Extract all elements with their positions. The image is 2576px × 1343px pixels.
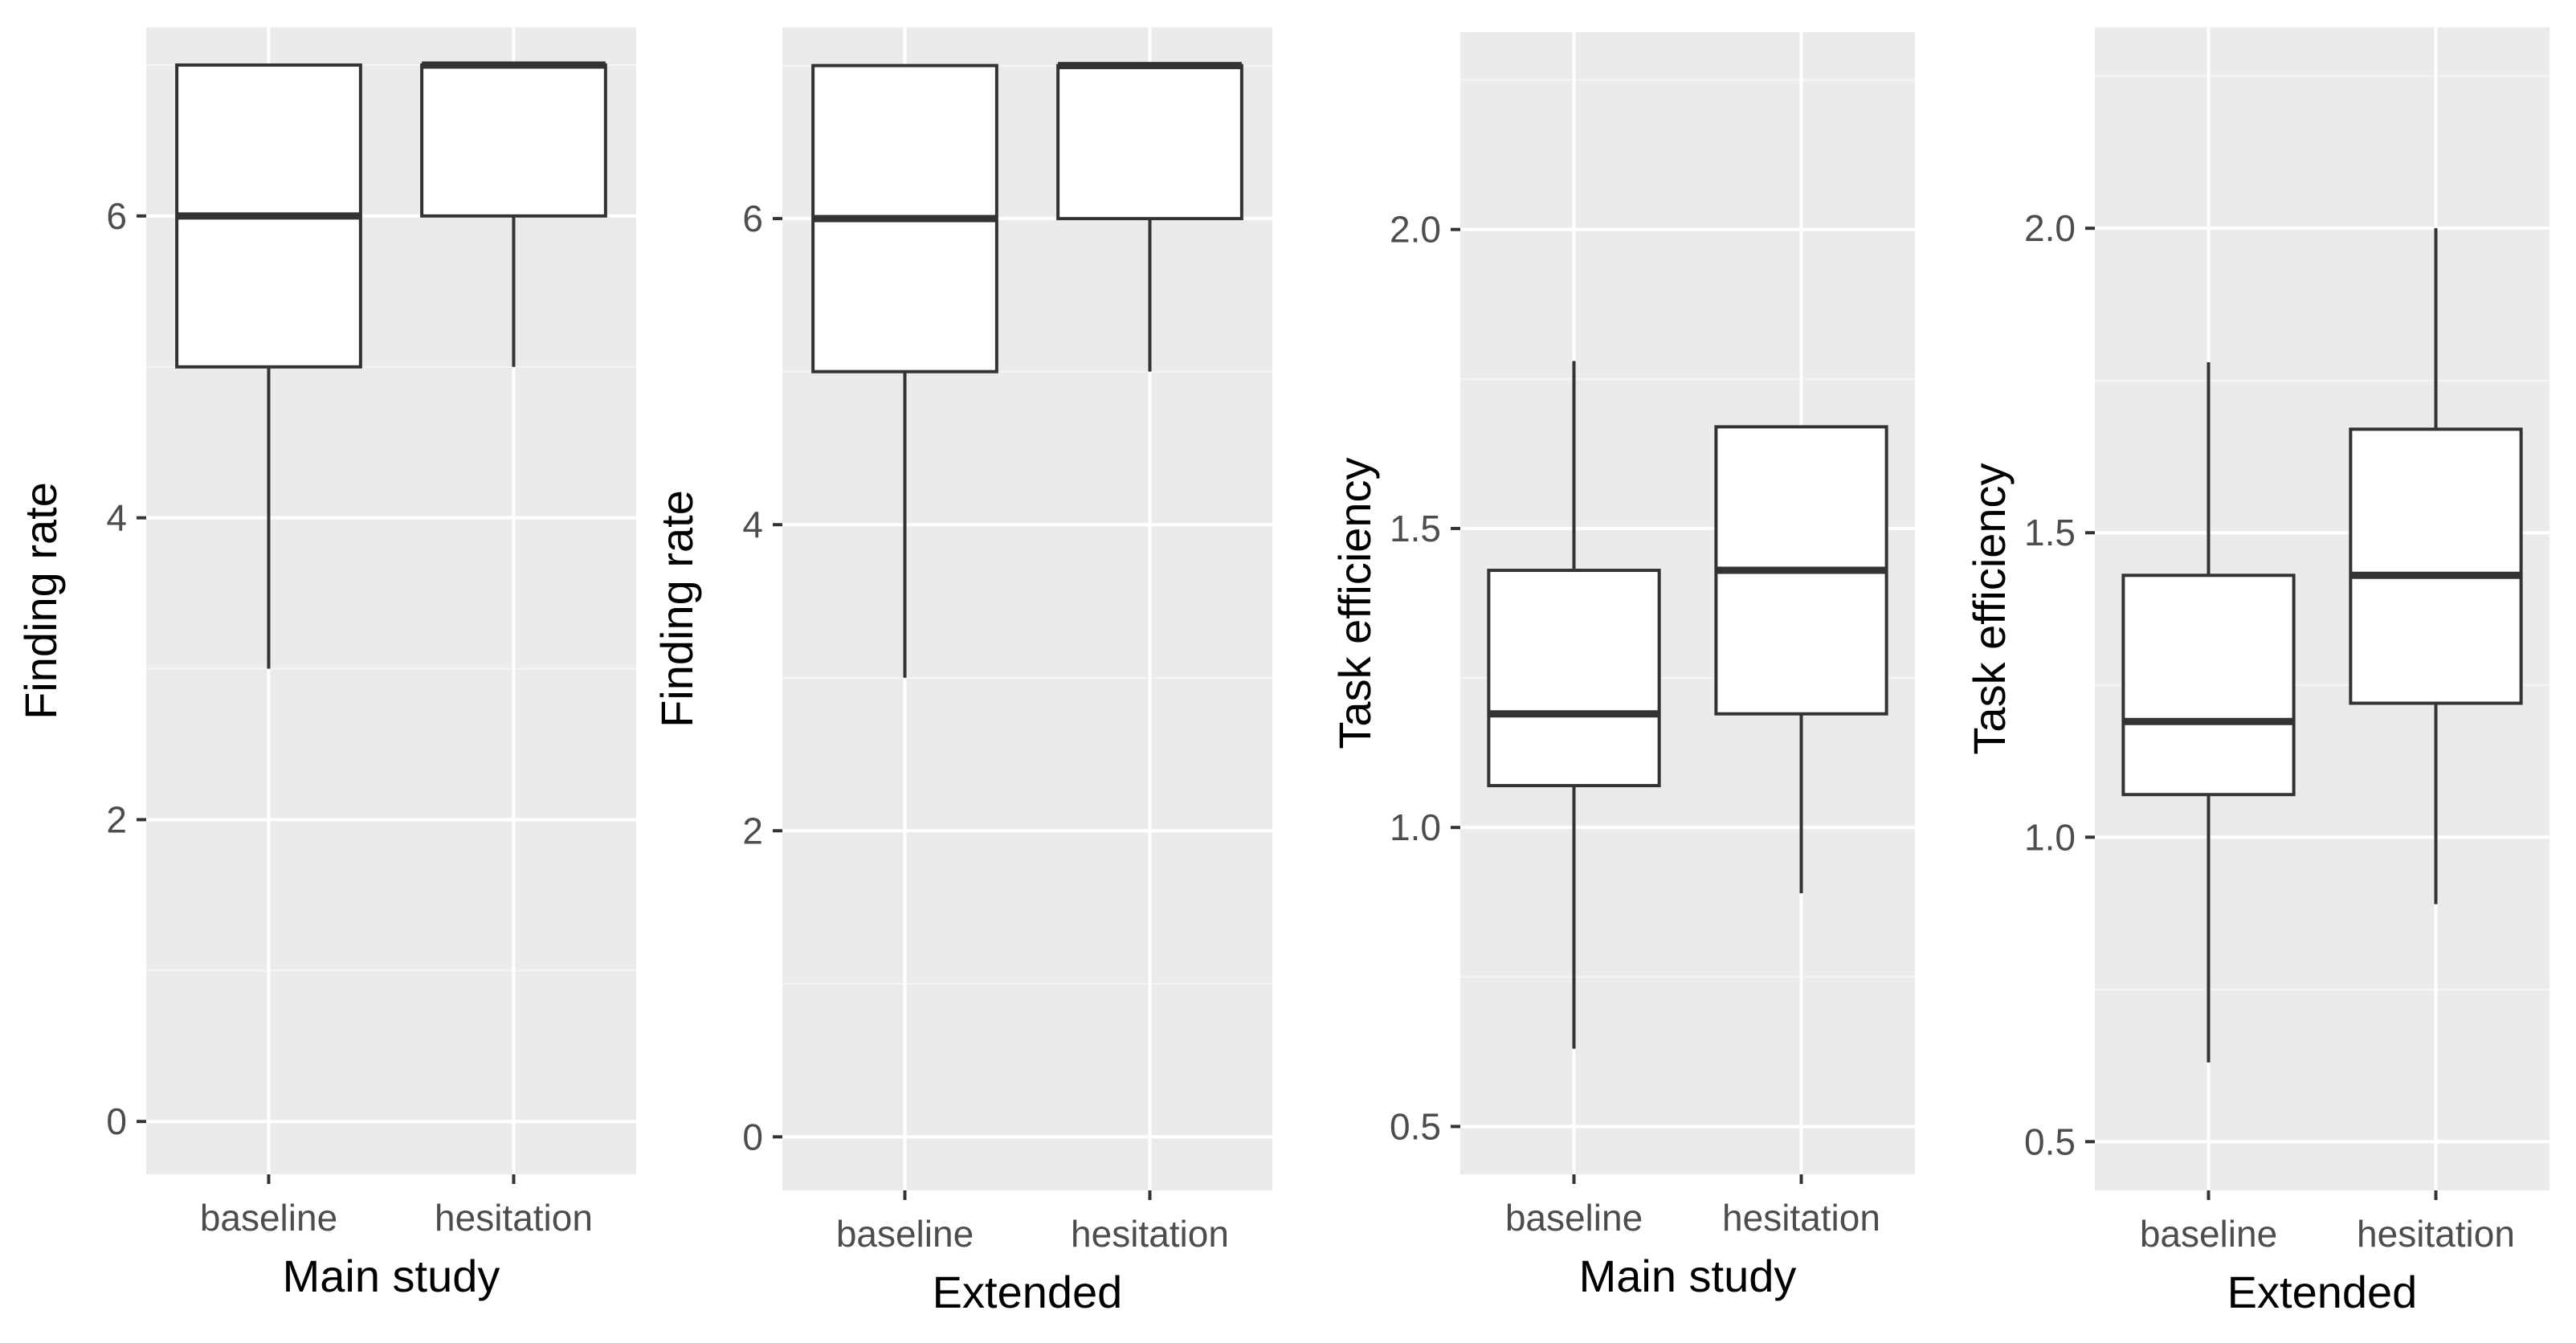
y-tick-label: 0.5 [2024,1121,2076,1162]
box-body [1487,569,1661,788]
x-tick-label: baseline [836,1213,974,1255]
y-tick-label: 4 [742,504,763,545]
box-body [420,63,607,218]
box-hesitation [1056,62,1243,372]
y-tick-label: 1.5 [1390,508,1441,549]
y-tick-label: 1.0 [1390,806,1441,848]
box-body [1056,63,1243,221]
y-tick-label: 1.5 [2024,512,2076,553]
box-baseline [2121,361,2296,1063]
chart-panel-3: 0.5 1.0 1.5 2.0 baseline hesitation Main study… [1329,32,1915,1301]
x-axis-title: Extended [2227,1267,2418,1317]
y-tick-label: 1.0 [2024,816,2076,858]
y-axis-title: Task efficiency [1964,463,2015,754]
y-tick-label: 4 [106,497,127,539]
chart-panel-4: 0.5 1.0 1.5 2.0 baseline hesitation Extended Ta… [1964,27,2549,1317]
x-axis-title: Extended [933,1267,1123,1317]
box-baseline [811,63,998,678]
y-tick-label: 6 [106,195,127,237]
x-tick-label: hesitation [1722,1197,1880,1239]
y-tick-label: 0 [742,1116,763,1157]
chart-panel-2: 0 2 4 6 baseline hesitation Extended Finding ra… [651,27,1272,1317]
x-tick-label: hesitation [2357,1213,2515,1255]
box-hesitation [2349,228,2523,904]
box-hesitation [1714,425,1888,894]
y-tick-label: 0 [106,1100,127,1142]
box-hesitation [420,61,607,367]
y-axis-title: Finding rate [651,490,702,728]
box-baseline [1487,361,1661,1049]
x-tick-label: baseline [1505,1197,1643,1239]
box-body [2349,427,2523,705]
x-axis-title: Main study [283,1251,500,1301]
y-tick-label: 2 [742,810,763,851]
chart-panel-1: 0 2 4 6 baseline hesitation Main study Finding … [15,27,636,1301]
y-tick-label: 2 [106,798,127,840]
y-tick-label: 0.5 [1390,1105,1441,1147]
box-baseline [175,63,362,669]
x-tick-label: hesitation [1071,1213,1229,1255]
y-axis-title: Task efficiency [1329,457,1380,749]
box-body [2121,574,2296,797]
y-tick-label: 2.0 [1390,209,1441,251]
x-tick-label: baseline [200,1197,337,1239]
x-tick-label: hesitation [435,1197,593,1239]
x-axis-title: Main study [1579,1251,1797,1301]
x-tick-label: baseline [2140,1213,2277,1255]
y-tick-label: 6 [742,198,763,239]
y-axis-title: Finding rate [15,482,66,720]
y-tick-label: 2.0 [2024,207,2076,249]
